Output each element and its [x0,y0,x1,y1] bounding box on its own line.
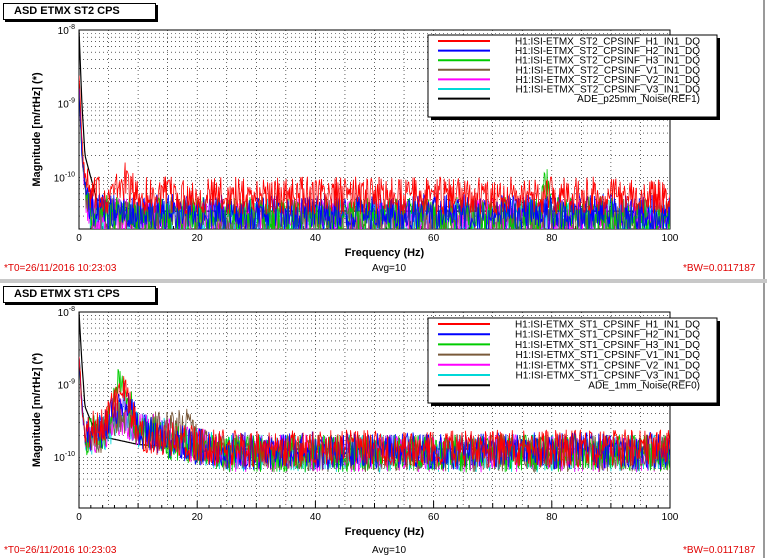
x-tick-label: 20 [192,512,204,523]
legend-label: H1:ISI-ETMX_ST2_CPSINF_H3_IN1_DQ [515,56,700,67]
x-axis-title: Frequency (Hz) [345,526,425,538]
chart-st1[interactable]: 0 20 40 60 80 100 10-8 10-9 10-10 Frequency (Hz) M… [0,283,767,558]
x-axis-title: Frequency (Hz) [345,247,425,259]
x-tick-label: 100 [662,512,679,523]
y-tick-label: 10-9 [58,98,75,111]
panel-frame [0,0,765,279]
axis-ticks [78,501,671,508]
legend-label: H1:ISI-ETMX_ST1_CPSINF_V3_IN1_DQ [515,371,700,382]
bw-label: *BW=0.0117187 [683,263,756,274]
series-line-h1 [79,356,670,468]
legend-box [427,34,718,118]
y-tick-label: 10-10 [54,451,75,464]
legend-label: H1:ISI-ETMX_ST1_CPSINF_V1_IN1_DQ [515,350,700,361]
y-tick-label: 10-9 [58,379,75,392]
y-tick-label: 10-10 [54,171,75,184]
panel-frame [0,283,765,558]
panel-separator [0,279,767,283]
x-tick-label: 0 [76,233,82,244]
avg-label: Avg=10 [372,263,407,274]
legend: H1:ISI-ETMX_ST2_CPSINF_H1_IN1_DQH1:ISI-E… [427,34,720,120]
legend-label: ADE_p25mm_Noise(REF1) [577,94,700,105]
x-tick-label: 100 [662,233,679,244]
x-tick-label: 80 [546,512,558,523]
asd-panel-st2: 0 20 40 60 80 100 10-8 10-9 10-10 Frequency (Hz) M… [0,0,767,279]
t0-label: *T0=26/11/2016 10:23:03 [4,263,117,274]
panel-title[interactable]: ASD ETMX ST2 CPS [3,3,156,20]
t0-label: *T0=26/11/2016 10:23:03 [4,545,117,556]
traces [79,312,670,474]
x-tick-label: 40 [310,512,322,523]
x-tick-label: 60 [428,233,440,244]
legend-label: H1:ISI-ETMX_ST1_CPSINF_H1_IN1_DQ [515,320,700,331]
y-axis-title: Magnitude [m/rtHz] (*) [31,353,43,468]
y-tick-label: 10-8 [58,24,75,37]
x-tick-label: 40 [310,233,322,244]
x-tick-label: 0 [76,512,82,523]
y-tick-label: 10-8 [58,306,75,319]
legend-box [427,317,718,404]
legend-label: H1:ISI-ETMX_ST2_CPSINF_V2_IN1_DQ [515,75,700,86]
chart-st2[interactable]: 0 20 40 60 80 100 10-8 10-9 10-10 Frequency (Hz) M… [0,0,767,279]
legend-label: H1:ISI-ETMX_ST2_CPSINF_H1_IN1_DQ [515,37,700,48]
asd-panel-st1: 0 20 40 60 80 100 10-8 10-9 10-10 Frequency (Hz) M… [0,283,767,558]
legend-label: H1:ISI-ETMX_ST2_CPSINF_H2_IN1_DQ [515,46,700,57]
legend-label: ADE_1mm_Noise(REF0) [588,381,700,392]
legend-label: H1:ISI-ETMX_ST2_CPSINF_V1_IN1_DQ [515,65,700,76]
avg-label: Avg=10 [372,545,407,556]
legend-label: H1:ISI-ETMX_ST1_CPSINF_H3_IN1_DQ [515,340,700,351]
panel-title[interactable]: ASD ETMX ST1 CPS [3,286,156,303]
legend: H1:ISI-ETMX_ST1_CPSINF_H1_IN1_DQH1:ISI-E… [427,317,720,406]
series-line-h1 [79,75,670,216]
x-tick-label: 20 [192,233,204,244]
legend-label: H1:ISI-ETMX_ST2_CPSINF_V3_IN1_DQ [515,85,700,96]
legend-label: H1:ISI-ETMX_ST1_CPSINF_H2_IN1_DQ [515,330,700,341]
legend-label: H1:ISI-ETMX_ST1_CPSINF_V2_IN1_DQ [515,360,700,371]
y-axis-title: Magnitude [m/rtHz] (*) [31,72,43,187]
traces [79,30,670,229]
x-tick-label: 80 [546,233,558,244]
series-line-h3 [79,88,670,229]
x-tick-label: 60 [428,512,440,523]
bw-label: *BW=0.0117187 [683,545,756,556]
